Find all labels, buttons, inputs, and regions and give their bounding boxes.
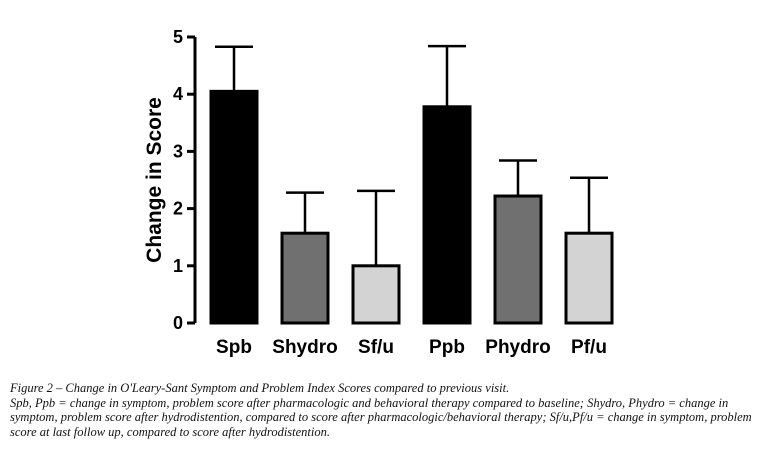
x-axis-labels: Spb Shydro Sf/u Ppb Phydro Pf/u (216, 337, 607, 358)
bar-sf-u (351, 264, 401, 325)
x-category-label: Sf/u (358, 337, 394, 358)
bars (209, 44, 614, 325)
x-category-label: Ppb (429, 337, 465, 358)
x-category-label: Spb (216, 337, 252, 358)
y-tick-label: 0 (173, 313, 183, 333)
y-tick-label: 3 (173, 141, 183, 161)
x-category-label: Shydro (272, 337, 337, 358)
y-tick-label: 2 (173, 199, 183, 219)
y-tick-label: 1 (173, 256, 183, 276)
bar-phydro (493, 194, 543, 325)
y-tick-label: 4 (173, 84, 183, 104)
bar-chart: 0 1 2 3 4 5 Spb Shydro Sf/u Ppb Phydro Pf/u Change… (143, 27, 614, 358)
figure-caption: Figure 2 – Change in O'Leary-Sant Sympto… (10, 381, 762, 439)
bar-spb (209, 89, 259, 325)
caption-text: Spb, Ppb = change in symptom, problem sc… (10, 395, 752, 439)
y-tick-label: 5 (173, 27, 183, 47)
bar-pf-u (564, 231, 614, 325)
x-category-label: Pf/u (571, 337, 607, 358)
y-axis: 0 1 2 3 4 5 (173, 27, 197, 333)
bar-shydro (280, 231, 330, 325)
y-axis-title: Change in Score (143, 97, 166, 263)
x-category-label: Phydro (485, 337, 550, 358)
bar-ppb (422, 105, 472, 325)
caption-title: Figure 2 – Change in O'Leary-Sant Sympto… (10, 381, 510, 395)
